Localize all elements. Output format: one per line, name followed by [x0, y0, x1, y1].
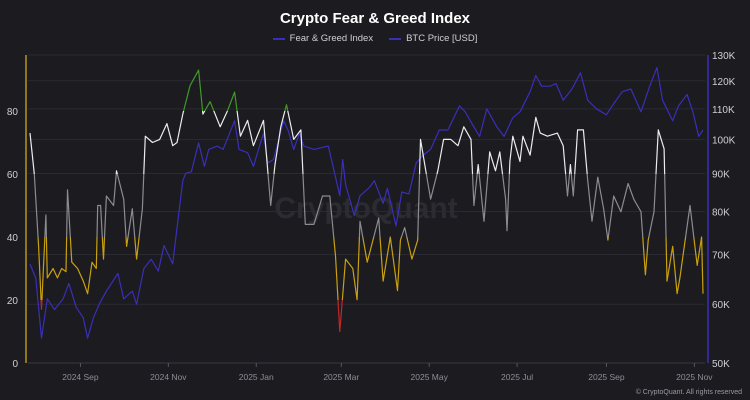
y-right-tick-label: 130K: [712, 51, 736, 62]
y-right-tick-label: 50K: [712, 359, 730, 370]
y-left-tick-label: 60: [7, 170, 19, 181]
x-tick-label: 2025 Jan: [239, 372, 274, 382]
y-right-tick-label: 60K: [712, 300, 730, 311]
y-left-tick-label: 0: [12, 359, 18, 370]
x-tick-label: 2025 Sep: [588, 372, 625, 382]
x-tick-label: 2024 Sep: [62, 372, 99, 382]
legend-swatch: [389, 37, 402, 40]
legend-item-btc-price[interactable]: BTC Price [USD]: [389, 33, 477, 44]
legend: Fear & Greed Index BTC Price [USD]: [0, 33, 750, 44]
y-right-tick-label: 120K: [712, 77, 736, 88]
legend-label: Fear & Greed Index: [289, 33, 374, 44]
y-right-tick-label: 90K: [712, 170, 730, 181]
legend-item-fear-greed[interactable]: Fear & Greed Index: [272, 33, 374, 44]
legend-swatch: [272, 37, 285, 40]
y-right-tick-label: 80K: [712, 207, 730, 218]
x-tick-label: 2025 May: [411, 372, 449, 382]
fear-greed-line: [29, 69, 704, 333]
copyright-footer: © CryptoQuant. All rights reserved: [635, 389, 742, 396]
chart-title: Crypto Fear & Greed Index: [279, 10, 471, 27]
y-right-tick-label: 110K: [712, 105, 735, 116]
btc-price-line: [29, 66, 704, 339]
y-left-tick-label: 40: [7, 233, 19, 244]
x-tick-label: 2025 Nov: [676, 372, 713, 382]
y-right-tick-label: 70K: [712, 251, 730, 262]
y-right-tick-label: 100K: [712, 136, 736, 147]
y-left-tick-label: 80: [7, 107, 19, 118]
x-tick-label: 2025 Jul: [501, 372, 533, 382]
legend-label: BTC Price [USD]: [406, 33, 478, 44]
x-tick-label: 2025 Mar: [323, 372, 359, 382]
x-tick-label: 2024 Nov: [150, 372, 187, 382]
y-left-tick-label: 20: [7, 296, 19, 307]
